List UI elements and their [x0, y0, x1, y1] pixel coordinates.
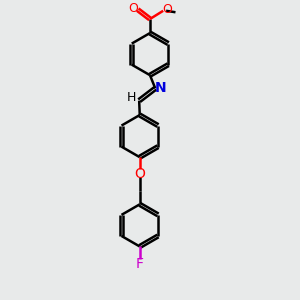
Text: N: N: [155, 81, 167, 95]
Text: O: O: [162, 3, 172, 16]
Text: O: O: [129, 2, 139, 15]
Text: F: F: [136, 257, 144, 271]
Text: H: H: [127, 91, 136, 104]
Text: O: O: [134, 167, 145, 182]
